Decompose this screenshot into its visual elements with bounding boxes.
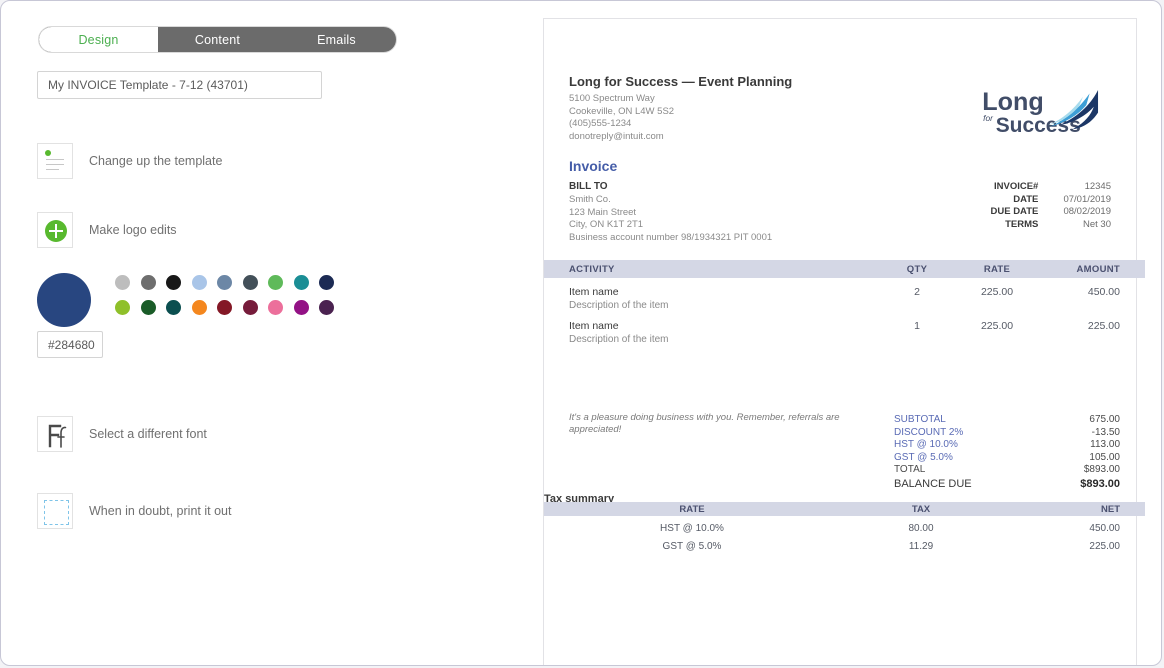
svg-text:Long: Long <box>982 88 1043 116</box>
svg-text:for: for <box>983 113 994 123</box>
